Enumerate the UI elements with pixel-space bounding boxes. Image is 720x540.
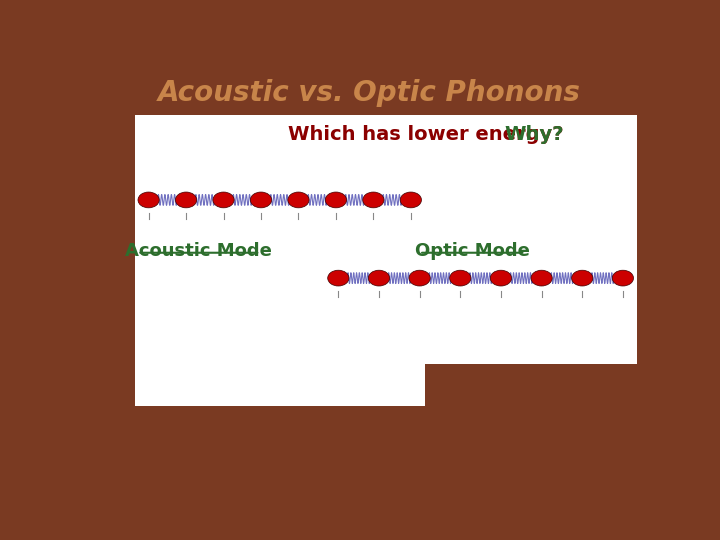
Circle shape (251, 192, 271, 208)
Text: Acoustic Mode: Acoustic Mode (125, 241, 272, 260)
FancyBboxPatch shape (135, 114, 425, 406)
Circle shape (325, 192, 346, 208)
Circle shape (288, 192, 309, 208)
Circle shape (612, 270, 634, 286)
Circle shape (176, 192, 197, 208)
Circle shape (450, 270, 471, 286)
Circle shape (572, 270, 593, 286)
Circle shape (363, 192, 384, 208)
Circle shape (328, 270, 349, 286)
Circle shape (490, 270, 511, 286)
FancyBboxPatch shape (324, 114, 637, 364)
Circle shape (531, 270, 552, 286)
Circle shape (138, 192, 159, 208)
Circle shape (369, 270, 390, 286)
Text: Why?: Why? (504, 125, 564, 144)
Text: Optic Mode: Optic Mode (415, 241, 530, 260)
Text: Which has lower energy?: Which has lower energy? (288, 125, 570, 144)
Circle shape (409, 270, 431, 286)
Text: Acoustic vs. Optic Phonons: Acoustic vs. Optic Phonons (158, 79, 580, 107)
Circle shape (213, 192, 234, 208)
Text: Lower Energy
Less Compression of Springs: Lower Energy Less Compression of Springs (154, 337, 345, 371)
Circle shape (400, 192, 421, 208)
